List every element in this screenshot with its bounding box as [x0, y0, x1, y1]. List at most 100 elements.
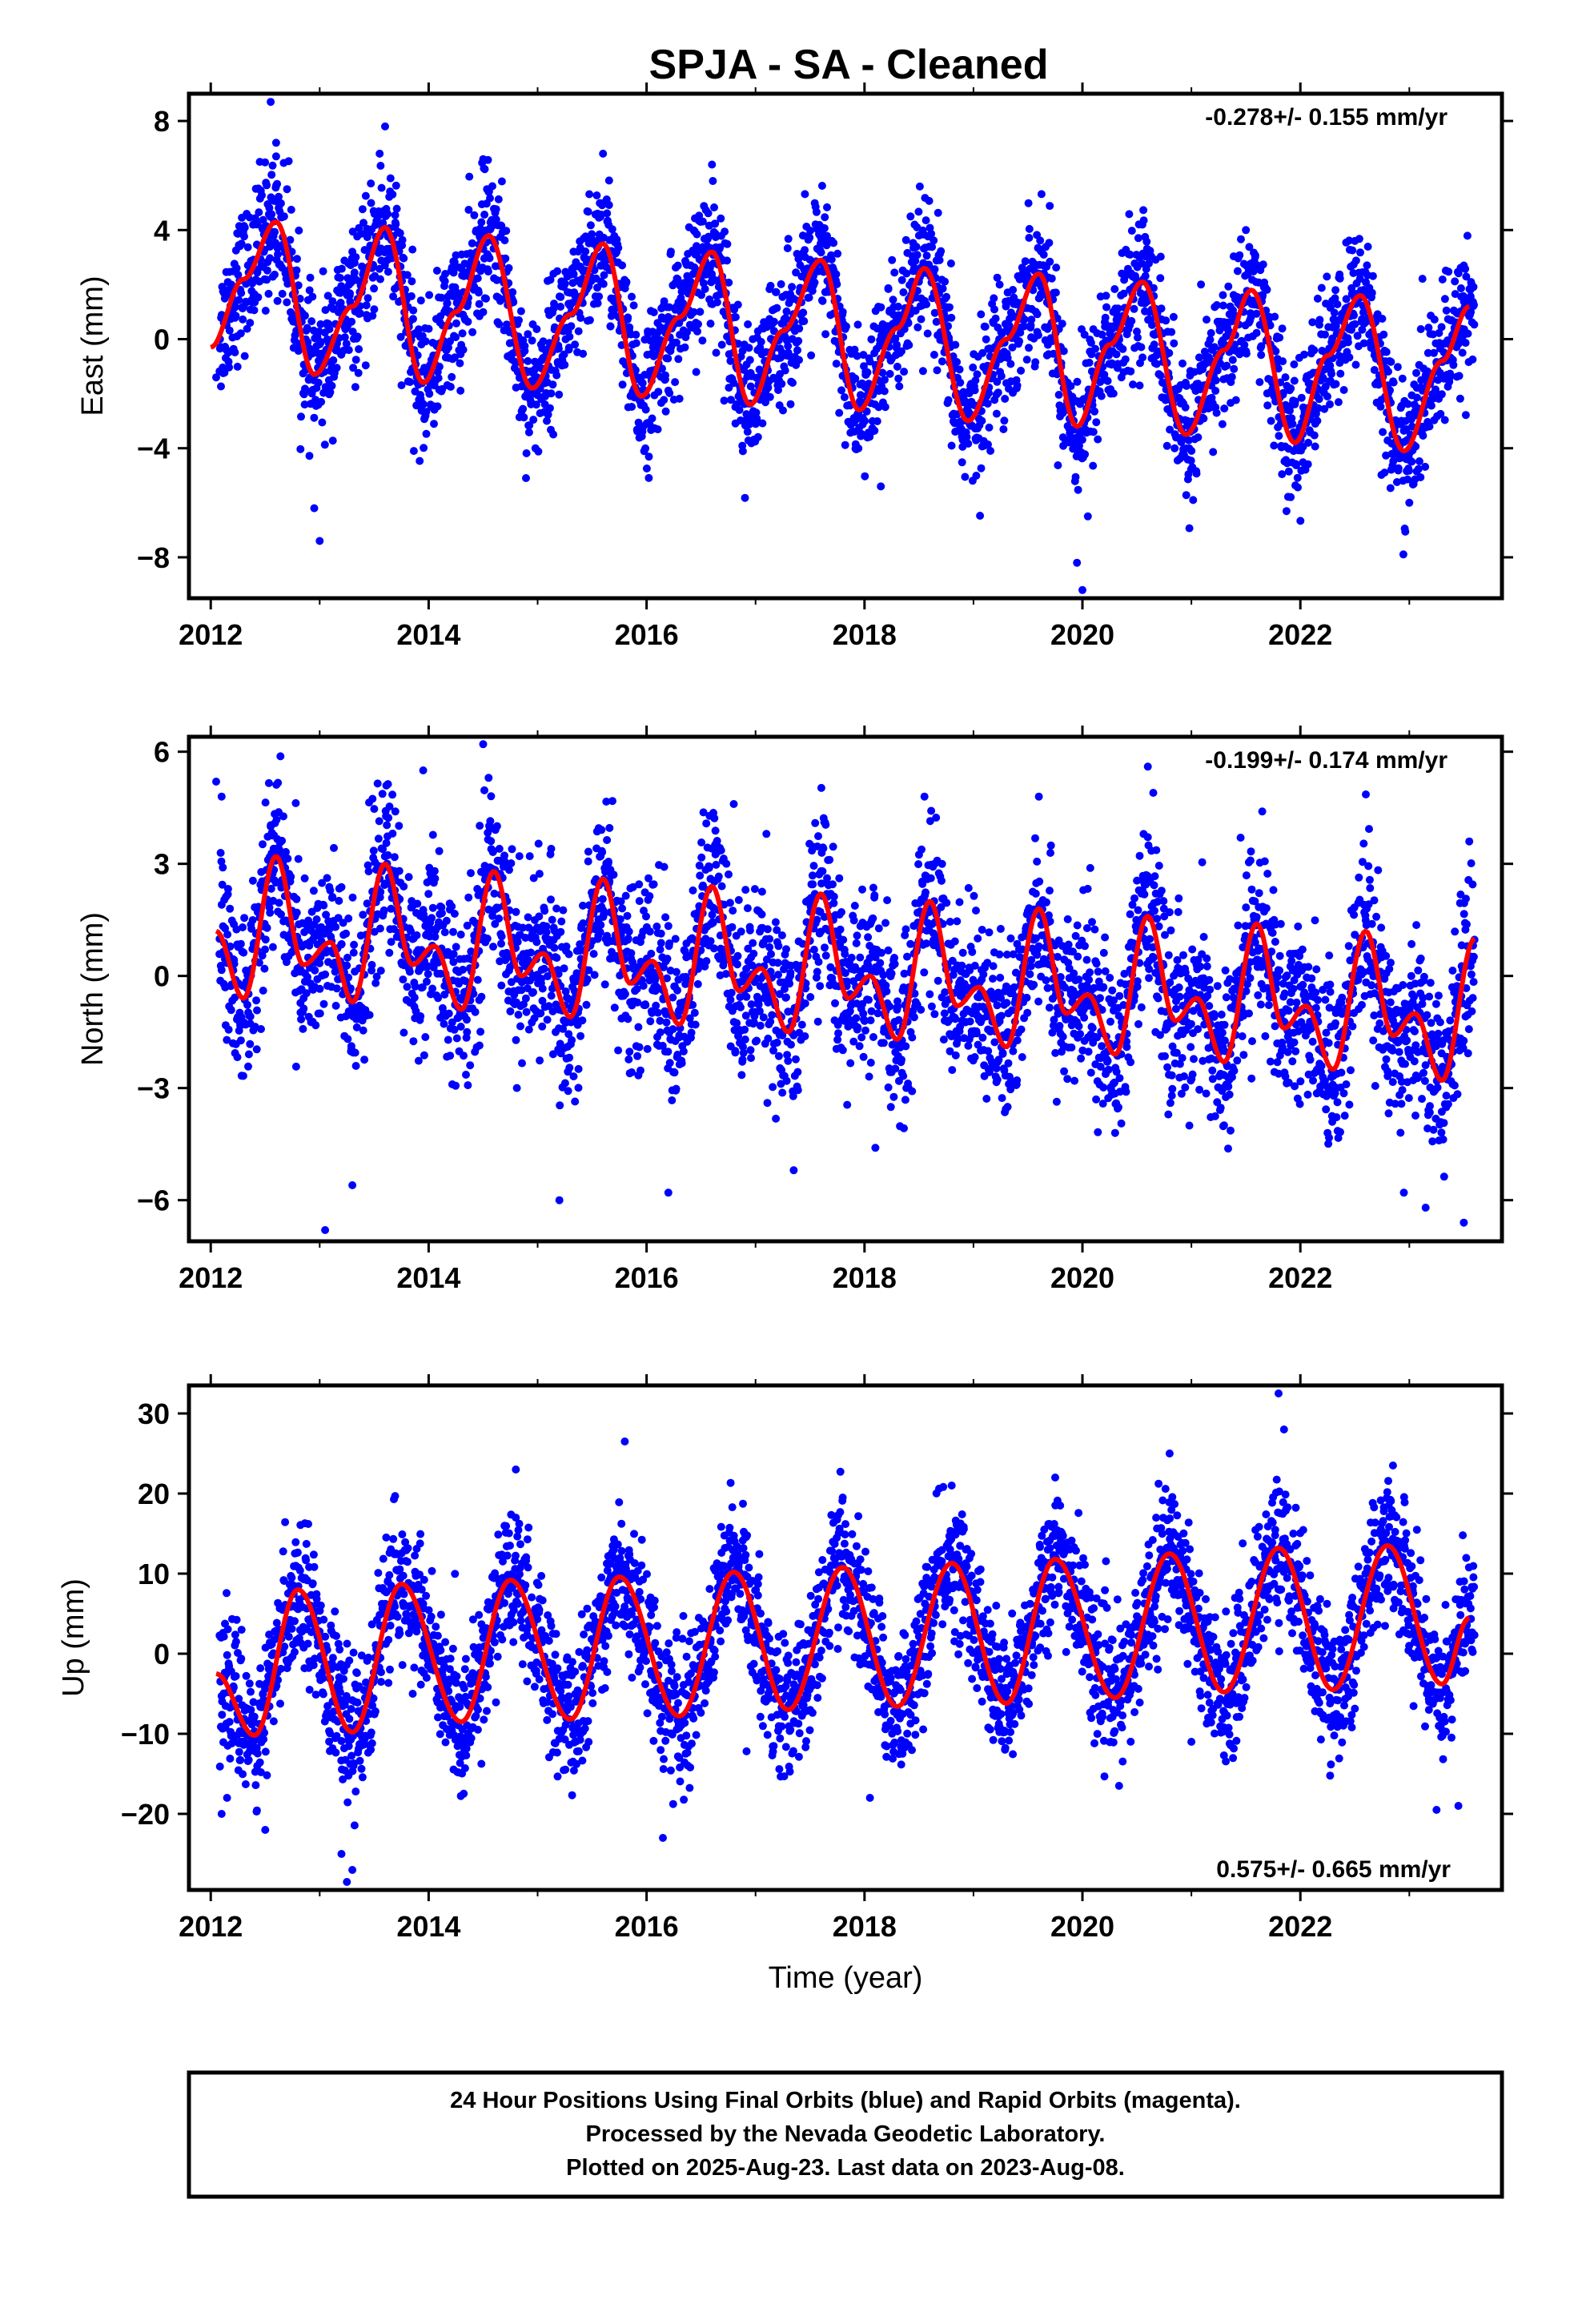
- east-point: [1378, 315, 1387, 323]
- east-point: [391, 181, 400, 190]
- east-point: [585, 190, 594, 199]
- east-point: [1031, 358, 1040, 367]
- north-point: [410, 993, 419, 1002]
- east-point: [1363, 261, 1371, 270]
- north-point: [385, 948, 394, 957]
- east-point: [585, 316, 594, 324]
- east-point: [273, 296, 282, 305]
- north-point: [224, 1025, 233, 1034]
- east-point: [698, 217, 707, 226]
- east-point: [1145, 259, 1153, 267]
- east-point: [723, 239, 732, 248]
- east-point: [832, 360, 841, 368]
- east-point: [893, 362, 901, 371]
- east-point: [370, 305, 379, 314]
- east-point: [349, 364, 358, 372]
- east-point: [1287, 384, 1295, 392]
- north-point: [538, 984, 547, 993]
- north-point: [518, 1059, 526, 1068]
- east-point: [913, 323, 922, 332]
- north-point: [603, 836, 612, 844]
- east-point: [600, 271, 608, 279]
- east-point: [925, 196, 934, 205]
- east-point: [614, 243, 623, 252]
- east-point: [253, 267, 262, 275]
- east-point: [356, 309, 364, 318]
- east-point: [745, 356, 754, 364]
- east-point: [694, 320, 702, 328]
- east-point: [1456, 394, 1464, 403]
- east-point: [863, 368, 872, 376]
- east-point: [367, 199, 375, 207]
- east-point: [1444, 267, 1453, 276]
- east-point: [437, 293, 446, 302]
- east-point: [1251, 251, 1259, 259]
- north-point: [420, 1051, 428, 1059]
- east-point: [1194, 433, 1203, 442]
- north-point: [460, 1051, 468, 1060]
- north-point: [416, 1012, 425, 1020]
- east-point: [914, 207, 923, 216]
- east-y-tick-label: 8: [154, 105, 170, 138]
- north-point: [244, 1062, 252, 1071]
- north-point: [383, 780, 392, 789]
- east-point: [425, 389, 434, 398]
- north-point: [321, 970, 330, 979]
- east-point: [861, 416, 869, 425]
- east-point: [1103, 376, 1112, 385]
- east-point: [267, 171, 276, 179]
- east-point: [618, 380, 627, 389]
- north-point: [634, 1023, 643, 1031]
- east-point: [922, 251, 931, 260]
- east-point: [881, 376, 889, 384]
- east-point: [788, 283, 797, 292]
- north-point: [641, 1001, 650, 1009]
- east-point: [549, 430, 558, 439]
- east-point: [263, 266, 271, 275]
- east-point: [938, 284, 947, 293]
- east-point: [782, 307, 791, 316]
- east-point: [1211, 376, 1220, 384]
- north-point: [300, 874, 309, 883]
- north-point: [624, 927, 633, 936]
- east-point: [746, 382, 755, 391]
- north-point: [462, 1071, 470, 1079]
- east-point: [552, 371, 561, 380]
- east-point: [409, 315, 417, 324]
- north-point: [459, 965, 468, 974]
- east-point: [674, 355, 683, 364]
- east-point: [294, 281, 303, 290]
- east-point: [415, 325, 423, 334]
- east-point: [329, 356, 338, 364]
- east-point: [477, 218, 486, 227]
- north-point: [512, 1035, 520, 1044]
- north-point: [446, 1051, 455, 1060]
- north-point: [652, 1001, 661, 1010]
- east-point: [397, 381, 406, 390]
- east-point: [243, 243, 252, 251]
- north-point: [252, 1045, 261, 1054]
- east-point: [1331, 286, 1340, 295]
- north-point: [217, 966, 226, 975]
- east-point: [1270, 441, 1279, 450]
- east-point: [576, 314, 585, 322]
- east-point: [1313, 416, 1322, 425]
- east-point: [642, 464, 651, 472]
- east-point: [661, 407, 670, 416]
- east-point: [1310, 431, 1319, 440]
- east-point: [497, 222, 506, 230]
- east-point: [982, 335, 990, 344]
- north-point: [673, 986, 681, 995]
- east-point: [1367, 288, 1376, 297]
- north-point: [344, 914, 353, 923]
- north-point: [223, 885, 232, 893]
- east-point: [842, 322, 850, 331]
- east-point: [522, 474, 530, 482]
- east-point: [805, 233, 814, 242]
- east-point: [632, 331, 640, 339]
- north-point: [495, 844, 504, 853]
- east-point: [837, 386, 845, 395]
- east-point: [1384, 368, 1392, 376]
- east-outlier-point: [1138, 220, 1146, 229]
- east-point: [560, 360, 569, 369]
